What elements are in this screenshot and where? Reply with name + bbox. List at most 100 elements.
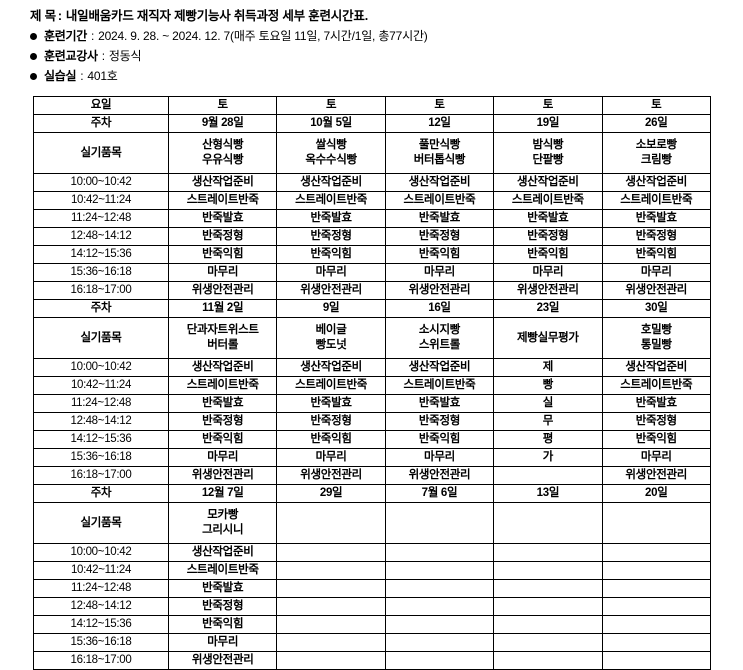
table-row-practical-item: 실기품목 단과자트위스트 버터롤 베이글 빵도넛 소시지빵 스위트롤 제빵실무평가 호밀빵 통밀빵 bbox=[33, 317, 711, 359]
activity-cell-b2-r5-c1: 반죽익힘 bbox=[167, 430, 278, 449]
activity-cell-b2-r7-c1: 위생안전관리 bbox=[167, 466, 278, 485]
room-value: 401호 bbox=[87, 69, 118, 83]
table-row-week: 주차 9월 28일 10월 5일 12일 19일 26일 bbox=[33, 114, 711, 133]
table-row-practical-item: 실기품목 모카빵 그리시니 bbox=[33, 502, 711, 544]
time-cell-2: 10:42~11:24 bbox=[33, 376, 169, 395]
instructor-value: 정동식 bbox=[108, 49, 142, 63]
activity-cell-b1-r3-c5: 반죽발효 bbox=[601, 209, 711, 228]
schedule-table-wrapper: 요일 토 토 토 토 토 주차 9월 28일 10월 5일 12일 19일 26일 실기품목 산형식빵 우유… bbox=[0, 96, 743, 670]
row-label-week: 주차 bbox=[33, 299, 169, 318]
date-cell-b2-3: 16일 bbox=[384, 299, 495, 318]
table-row-session: 11:24~12:48 반죽발효 bbox=[33, 579, 711, 598]
activity-cell-b3-r3-c4 bbox=[493, 579, 603, 598]
activity-cell-b3-r5-c5 bbox=[601, 615, 711, 634]
activity-cell-b3-r6-c3 bbox=[384, 633, 495, 652]
day-cell-5: 토 bbox=[601, 96, 711, 115]
room-colon: : bbox=[80, 69, 84, 83]
activity-cell-b3-r5-c4 bbox=[493, 615, 603, 634]
activity-cell-b3-r3-c2 bbox=[276, 579, 386, 598]
activity-cell-b1-r3-c4: 반죽발효 bbox=[493, 209, 603, 228]
training-schedule-table: 요일 토 토 토 토 토 주차 9월 28일 10월 5일 12일 19일 26일 실기품목 산형식빵 우유… bbox=[33, 96, 711, 670]
activity-cell-b1-r4-c3: 반죽정형 bbox=[384, 227, 495, 246]
activity-cell-b3-r4-c3 bbox=[384, 597, 495, 616]
day-cell-2: 토 bbox=[276, 96, 386, 115]
activity-cell-b2-r5-c3: 반죽익힘 bbox=[384, 430, 495, 449]
activity-cell-b3-r7-c3 bbox=[384, 651, 495, 670]
activity-cell-b3-r5-c1: 반죽익힘 bbox=[167, 615, 278, 634]
activity-cell-b2-r3-c4: 실 bbox=[493, 394, 603, 413]
activity-cell-b1-r4-c4: 반죽정형 bbox=[493, 227, 603, 246]
date-cell-b3-4: 13일 bbox=[493, 484, 603, 503]
activity-cell-b2-r2-c1: 스트레이트반죽 bbox=[167, 376, 278, 395]
activity-cell-b1-r2-c2: 스트레이트반죽 bbox=[276, 191, 386, 210]
activity-cell-b2-r3-c2: 반죽발효 bbox=[276, 394, 386, 413]
activity-cell-b1-r6-c5: 마무리 bbox=[601, 263, 711, 282]
activity-cell-b1-r1-c5: 생산작업준비 bbox=[601, 173, 711, 192]
table-row-session: 16:18~17:00 위생안전관리 위생안전관리 위생안전관리 위생안전관리 bbox=[33, 466, 711, 485]
table-row-session: 16:18~17:00 위생안전관리 위생안전관리 위생안전관리 위생안전관리 위생안전관… bbox=[33, 281, 711, 300]
date-cell-b2-5: 30일 bbox=[601, 299, 711, 318]
activity-cell-b1-r5-c2: 반죽익힘 bbox=[276, 245, 386, 264]
item-cell-b1-3: 풀만식빵 버터톱식빵 bbox=[384, 132, 495, 174]
activity-cell-b3-r1-c2 bbox=[276, 543, 386, 562]
time-cell-1: 10:00~10:42 bbox=[33, 173, 169, 192]
table-row-week: 주차 12월 7일 29일 7월 6일 13일 20일 bbox=[33, 484, 711, 503]
activity-cell-b3-r6-c2 bbox=[276, 633, 386, 652]
item-cell-b3-3 bbox=[384, 502, 495, 544]
activity-cell-b1-r2-c5: 스트레이트반죽 bbox=[601, 191, 711, 210]
table-row-practical-item: 실기품목 산형식빵 우유식빵 쌀식빵 옥수수식빵 풀만식빵 버터톱식빵 밤식빵 단팥빵 소보로빵 크… bbox=[33, 132, 711, 174]
row-label-week: 주차 bbox=[33, 114, 169, 133]
table-row-session: 16:18~17:00 위생안전관리 bbox=[33, 651, 711, 670]
activity-cell-b3-r5-c2 bbox=[276, 615, 386, 634]
table-row-session: 15:36~16:18 마무리 bbox=[33, 633, 711, 652]
activity-cell-b3-r5-c3 bbox=[384, 615, 495, 634]
time-cell-5: 14:12~15:36 bbox=[33, 615, 169, 634]
activity-cell-b1-r7-c4: 위생안전관리 bbox=[493, 281, 603, 300]
activity-cell-b3-r7-c5 bbox=[601, 651, 711, 670]
period-value: 2024. 9. 28. ~ 2024. 12. 7(매주 토요일 11일, 7… bbox=[98, 29, 428, 43]
activity-cell-b1-r1-c3: 생산작업준비 bbox=[384, 173, 495, 192]
activity-cell-b2-r7-c5: 위생안전관리 bbox=[601, 466, 711, 485]
activity-cell-b1-r1-c2: 생산작업준비 bbox=[276, 173, 386, 192]
activity-cell-b2-r1-c4: 제 bbox=[493, 358, 603, 377]
time-cell-3: 11:24~12:48 bbox=[33, 209, 169, 228]
activity-cell-b3-r4-c1: 반죽정형 bbox=[167, 597, 278, 616]
activity-cell-b3-r2-c1: 스트레이트반죽 bbox=[167, 561, 278, 580]
activity-cell-b3-r7-c2 bbox=[276, 651, 386, 670]
time-cell-3: 11:24~12:48 bbox=[33, 394, 169, 413]
row-label-item: 실기품목 bbox=[33, 502, 169, 544]
table-row-session: 12:48~14:12 반죽정형 bbox=[33, 597, 711, 616]
time-cell-6: 15:36~16:18 bbox=[33, 263, 169, 282]
activity-cell-b3-r3-c3 bbox=[384, 579, 495, 598]
table-row-day: 요일 토 토 토 토 토 bbox=[33, 96, 711, 115]
table-row-session: 15:36~16:18 마무리 마무리 마무리 마무리 마무리 bbox=[33, 263, 711, 282]
activity-cell-b3-r2-c4 bbox=[493, 561, 603, 580]
time-cell-6: 15:36~16:18 bbox=[33, 633, 169, 652]
table-row-session: 11:24~12:48 반죽발효 반죽발효 반죽발효 반죽발효 반죽발효 bbox=[33, 209, 711, 228]
activity-cell-b2-r5-c5: 반죽익힘 bbox=[601, 430, 711, 449]
time-cell-2: 10:42~11:24 bbox=[33, 561, 169, 580]
activity-cell-b1-r6-c3: 마무리 bbox=[384, 263, 495, 282]
activity-cell-b1-r6-c4: 마무리 bbox=[493, 263, 603, 282]
table-row-session: 10:42~11:24 스트레이트반죽 bbox=[33, 561, 711, 580]
activity-cell-b3-r4-c2 bbox=[276, 597, 386, 616]
activity-cell-b2-r1-c1: 생산작업준비 bbox=[167, 358, 278, 377]
item-cell-b2-3: 소시지빵 스위트롤 bbox=[384, 317, 495, 359]
activity-cell-b3-r7-c4 bbox=[493, 651, 603, 670]
row-label-item: 실기품목 bbox=[33, 132, 169, 174]
date-cell-b1-4: 19일 bbox=[493, 114, 603, 133]
activity-cell-b2-r1-c2: 생산작업준비 bbox=[276, 358, 386, 377]
period-label: 훈련기간 bbox=[44, 29, 87, 43]
activity-cell-b3-r4-c4 bbox=[493, 597, 603, 616]
activity-cell-b1-r4-c2: 반죽정형 bbox=[276, 227, 386, 246]
time-cell-7: 16:18~17:00 bbox=[33, 281, 169, 300]
date-cell-b1-1: 9월 28일 bbox=[167, 114, 278, 133]
activity-cell-b1-r6-c2: 마무리 bbox=[276, 263, 386, 282]
activity-cell-b1-r7-c2: 위생안전관리 bbox=[276, 281, 386, 300]
info-line-instructor: 훈련교강사 : 정동식 bbox=[30, 46, 723, 66]
activity-cell-b1-r2-c4: 스트레이트반죽 bbox=[493, 191, 603, 210]
activity-cell-b2-r6-c3: 마무리 bbox=[384, 448, 495, 467]
day-cell-1: 토 bbox=[167, 96, 278, 115]
table-row-session: 11:24~12:48 반죽발효 반죽발효 반죽발효 실 반죽발효 bbox=[33, 394, 711, 413]
item-cell-b1-1: 산형식빵 우유식빵 bbox=[167, 132, 278, 174]
